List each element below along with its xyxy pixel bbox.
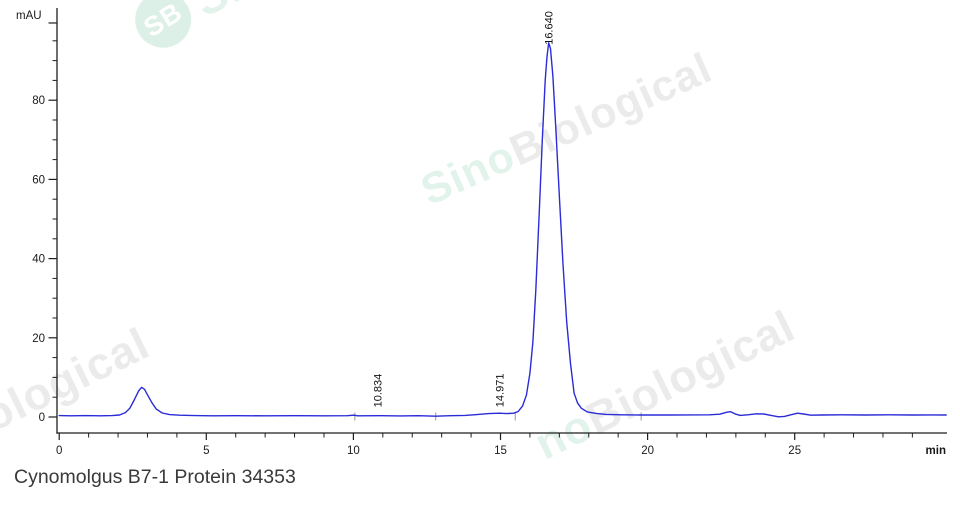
y-tick-label: 20 (32, 333, 45, 345)
y-tick-label: 80 (32, 95, 45, 107)
peak-rt-label: 14.971 (494, 374, 506, 408)
x-tick-label: 20 (641, 445, 654, 457)
x-tick-label: 10 (347, 445, 360, 457)
y-axis: 0 20 40 60 80 mAU (16, 10, 57, 424)
chromatogram-chart: 0 20 40 60 80 mAU 0 5 10 15 20 25 min 10.834 14.971 16.… (16, 8, 947, 457)
x-tick-label: 25 (788, 445, 801, 457)
x-tick-label: 0 (56, 445, 62, 457)
x-axis: 0 5 10 15 20 25 min (56, 433, 946, 457)
y-axis-unit-label: mAU (16, 10, 42, 22)
x-tick-label: 5 (203, 445, 209, 457)
peak-rt-label: 10.834 (373, 374, 385, 408)
y-tick-label: 40 (32, 254, 45, 266)
x-axis-unit-label: min (926, 445, 946, 457)
uv-trace (58, 42, 947, 418)
peak-labels: 10.834 14.971 16.640 (373, 11, 556, 407)
y-tick-label: 60 (32, 174, 45, 186)
sample-caption: Cynomolgus B7-1 Protein 34353 (14, 466, 296, 488)
peak-rt-label: 16.640 (544, 11, 556, 45)
x-tick-label: 15 (494, 445, 507, 457)
axes (56, 8, 947, 434)
y-tick-label: 0 (39, 412, 45, 424)
